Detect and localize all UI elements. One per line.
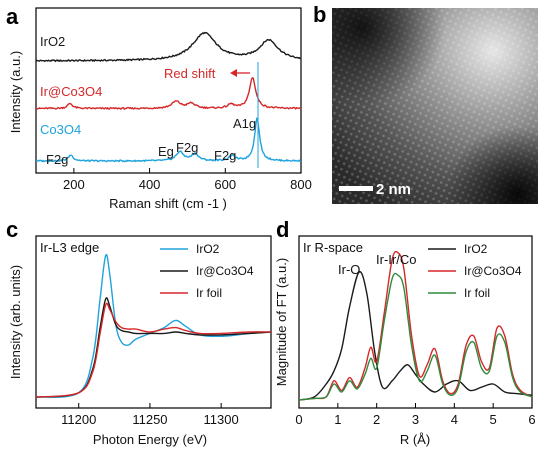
raman-xtick-label-2: 600 [214, 177, 236, 192]
mode-label-a1g: A1g [233, 116, 256, 131]
xanes-legend: IrO2 Ir@Co3O4 Ir foil [160, 242, 254, 300]
ft-legend-label-ir-co3o4: Ir@Co3O4 [464, 264, 522, 278]
stem-image-panel: 2 nm [332, 8, 538, 204]
raman-chart: 200 400 600 800 Raman shift (cm -1 ) Intens… [8, 7, 312, 211]
xanes-legend-label-iro2: IrO2 [196, 242, 220, 256]
ft-legend: IrO2 Ir@Co3O4 Ir foil [428, 242, 522, 300]
raman-xtick-label-3: 800 [290, 177, 312, 192]
scale-bar [339, 186, 373, 191]
panel-label-b: b [313, 2, 326, 27]
ft-line-ir-co3o4 [298, 250, 533, 401]
ft-xtick-label-3: 3 [412, 412, 419, 427]
ft-legend-label-iro2: IrO2 [464, 242, 488, 256]
ft-annot-ir-o: Ir-O [338, 262, 360, 277]
xanes-line-ir-foil [35, 302, 272, 398]
xanes-xlabel: Photon Energy (eV) [93, 432, 207, 447]
ft-xtick-label-2: 2 [373, 412, 380, 427]
xanes-xtick-label-2: 11300 [204, 412, 239, 427]
raman-xtick-label-0: 200 [63, 177, 85, 192]
raman-xtick-label-1: 400 [139, 177, 161, 192]
panel-label-a: a [6, 4, 19, 29]
xanes-line-ir-co3o4 [35, 297, 272, 398]
space-label: Ir R-space [303, 240, 363, 255]
ft-xtick-label-0: 0 [295, 412, 302, 427]
xanes-chart: 11200 11250 11300 Photon Energy (eV) Inten… [8, 235, 272, 447]
raman-ylabel: Intensity (a.u.) [8, 51, 23, 133]
ft-line-ir-foil [298, 272, 533, 401]
raman-label-iro2: IrO2 [40, 34, 65, 49]
red-shift-label: Red shift [164, 66, 216, 81]
xanes-legend-label-ir-co3o4: Ir@Co3O4 [196, 264, 254, 278]
ft-ylabel: Magnitude of FT (a.u.) [274, 258, 289, 386]
edge-label: Ir-L3 edge [40, 240, 99, 255]
mode-label-eg: Eg [158, 144, 174, 159]
ft-line-iro2 [298, 271, 533, 401]
ft-xtick-label-4: 4 [451, 412, 458, 427]
raman-label-co3o4: Co3O4 [40, 122, 81, 137]
raman-frame [35, 7, 302, 174]
mode-label-f2g-3: F2g [214, 148, 236, 163]
ft-xtick-label-6: 6 [528, 412, 535, 427]
ft-annot-ir-ir-co: Ir-Ir/Co [376, 252, 416, 267]
raman-line-co3o4 [35, 117, 302, 163]
raman-line-ir-co3o4 [36, 77, 302, 110]
mode-label-f2g-2: F2g [176, 140, 198, 155]
panel-label-c: c [6, 217, 18, 242]
raman-line-iro2 [35, 31, 302, 63]
xanes-xtick-label-1: 11250 [132, 412, 167, 427]
xanes-ylabel: Intensity (arb. units) [8, 265, 23, 379]
ft-xlabel: R (Å) [400, 432, 430, 447]
ft-exafs-chart: 0 1 2 3 4 5 6 R (Å) Magnitude of FT (a.u.) Ir … [274, 235, 536, 447]
xanes-legend-label-ir-foil: Ir foil [196, 286, 222, 300]
xanes-xtick-label-0: 11200 [61, 412, 96, 427]
ft-xtick-label-5: 5 [490, 412, 497, 427]
mode-label-f2g-1: F2g [46, 152, 68, 167]
xanes-frame [35, 235, 272, 409]
panel-label-d: d [276, 217, 289, 242]
raman-xlabel: Raman shift (cm -1 ) [109, 196, 227, 211]
raman-label-ir-co3o4: Ir@Co3O4 [40, 84, 102, 99]
red-shift-arrowhead [230, 69, 237, 77]
ft-legend-label-ir-foil: Ir foil [464, 286, 490, 300]
ft-xtick-label-1: 1 [334, 412, 341, 427]
scale-bar-label: 2 nm [376, 181, 411, 198]
